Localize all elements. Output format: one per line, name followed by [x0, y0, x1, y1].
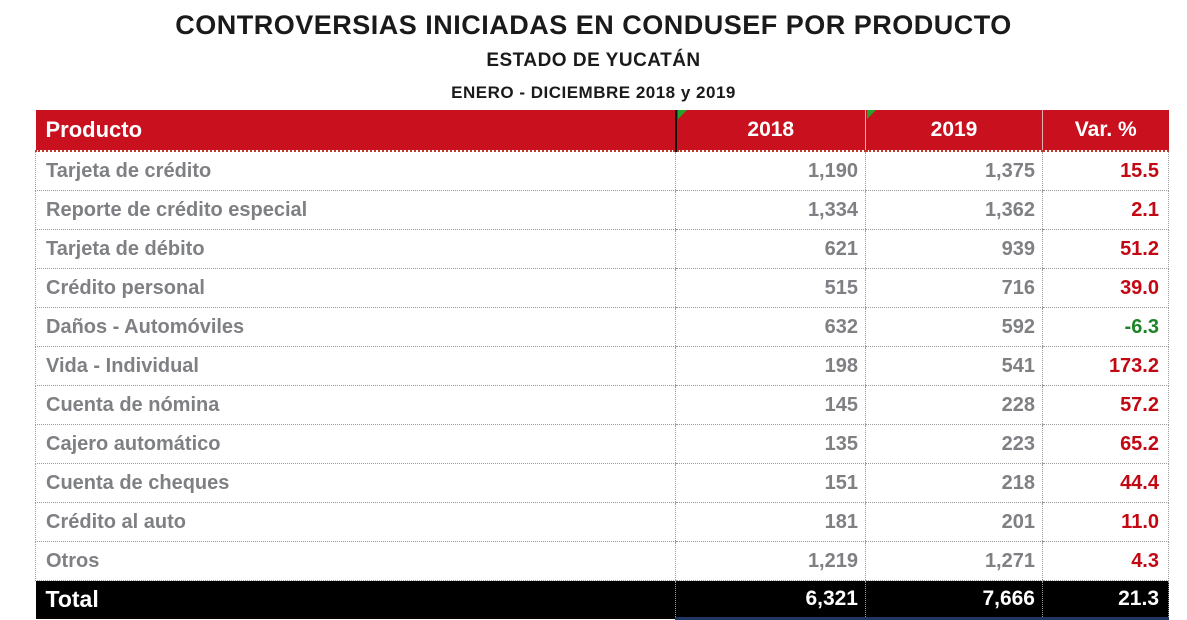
cell-var: 65.2 [1042, 424, 1169, 464]
cell-2019: 1,362 [865, 190, 1043, 230]
page-title: CONTROVERSIAS INICIADAS EN CONDUSEF POR … [175, 10, 1012, 40]
table-row: Crédito al auto 181 201 11.0 [35, 502, 1169, 542]
cell-2018: 181 [675, 502, 866, 542]
total-label: Total [35, 580, 676, 619]
table-row: Vida - Individual 198 541 173.2 [35, 346, 1169, 386]
table-row: Tarjeta de débito 621 939 51.2 [35, 229, 1169, 269]
cell-var: 11.0 [1042, 502, 1169, 542]
table-row: Tarjeta de crédito 1,190 1,375 15.5 [35, 150, 1169, 191]
cell-2019: 1,375 [865, 150, 1043, 191]
cell-var: 15.5 [1042, 150, 1169, 191]
title-block: CONTROVERSIAS INICIADAS EN CONDUSEF POR … [0, 0, 1187, 103]
cell-2018: 135 [675, 424, 866, 464]
cell-2019: 716 [865, 268, 1043, 308]
cell-2019: 223 [865, 424, 1043, 464]
total-var: 21.3 [1042, 580, 1169, 620]
cell-producto: Cuenta de cheques [35, 463, 676, 503]
header-2018: 2018 [674, 110, 866, 151]
cell-producto: Tarjeta de crédito [35, 150, 676, 191]
header-row: Producto 2018 2019 Var. % [35, 110, 1169, 151]
cell-2018: 151 [675, 463, 866, 503]
condusef-table: Producto 2018 2019 Var. % Tarjeta de cré… [35, 110, 1169, 620]
cell-producto: Crédito al auto [35, 502, 676, 542]
table-row: Cuenta de nómina 145 228 57.2 [35, 385, 1169, 425]
cell-var: -6.3 [1042, 307, 1169, 347]
cell-producto: Otros [35, 541, 676, 581]
cell-var: 44.4 [1042, 463, 1169, 503]
table-body: Tarjeta de crédito 1,190 1,375 15.5 Repo… [35, 150, 1169, 581]
page-period: ENERO - DICIEMBRE 2018 y 2019 [451, 83, 736, 102]
cell-2018: 198 [675, 346, 866, 386]
cell-2019: 939 [865, 229, 1043, 269]
cell-2019: 592 [865, 307, 1043, 347]
table-row: Otros 1,219 1,271 4.3 [35, 541, 1169, 581]
table-row: Cajero automático 135 223 65.2 [35, 424, 1169, 464]
cell-2018: 1,219 [675, 541, 866, 581]
cell-producto: Vida - Individual [35, 346, 676, 386]
cell-producto: Cajero automático [35, 424, 676, 464]
cell-producto: Daños - Automóviles [35, 307, 676, 347]
cell-2018: 145 [675, 385, 866, 425]
cell-var: 4.3 [1042, 541, 1169, 581]
table-row: Daños - Automóviles 632 592 -6.3 [35, 307, 1169, 347]
corner-flag-icon [677, 110, 687, 119]
cell-producto: Crédito personal [35, 268, 676, 308]
cell-var: 57.2 [1042, 385, 1169, 425]
table-header: Producto 2018 2019 Var. % [35, 110, 1169, 151]
cell-var: 173.2 [1042, 346, 1169, 386]
header-var-pct: Var. % [1042, 110, 1169, 151]
page-subtitle: ESTADO DE YUCATÁN [486, 50, 701, 71]
cell-2018: 1,334 [675, 190, 866, 230]
cell-2019: 218 [865, 463, 1043, 503]
cell-producto: Cuenta de nómina [35, 385, 676, 425]
cell-var: 39.0 [1042, 268, 1169, 308]
total-row: Total 6,321 7,666 21.3 [35, 580, 1169, 620]
corner-flag-icon [867, 110, 876, 119]
cell-2019: 541 [865, 346, 1043, 386]
cell-producto: Reporte de crédito especial [35, 190, 676, 230]
cell-2019: 1,271 [865, 541, 1043, 581]
cell-producto: Tarjeta de débito [35, 229, 676, 269]
table-row: Cuenta de cheques 151 218 44.4 [35, 463, 1169, 503]
total-2018: 6,321 [675, 580, 866, 620]
cell-2018: 1,190 [675, 150, 866, 191]
cell-2018: 632 [675, 307, 866, 347]
cell-2018: 621 [675, 229, 866, 269]
table-footer: Total 6,321 7,666 21.3 [35, 580, 1169, 620]
cell-var: 51.2 [1042, 229, 1169, 269]
header-2019: 2019 [865, 110, 1043, 151]
header-producto: Producto [35, 110, 676, 151]
cell-2018: 515 [675, 268, 866, 308]
cell-var: 2.1 [1042, 190, 1169, 230]
cell-2019: 228 [865, 385, 1043, 425]
table-row: Reporte de crédito especial 1,334 1,362 … [35, 190, 1169, 230]
table-container: Producto 2018 2019 Var. % Tarjeta de cré… [35, 110, 1169, 620]
total-2019: 7,666 [865, 580, 1043, 620]
table-row: Crédito personal 515 716 39.0 [35, 268, 1169, 308]
cell-2019: 201 [865, 502, 1043, 542]
